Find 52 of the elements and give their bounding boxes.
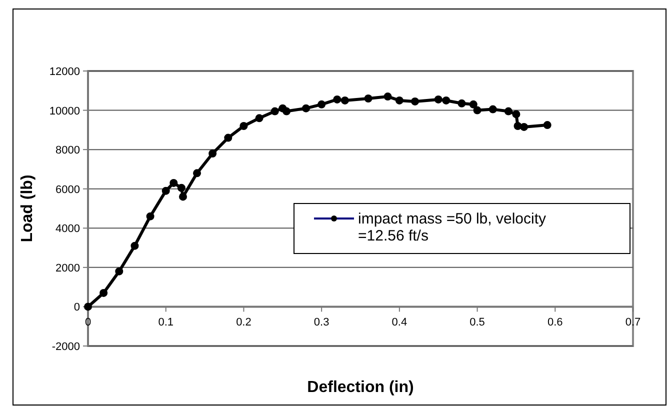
point: [162, 186, 170, 195]
x-tick-label: 0.5: [470, 316, 485, 329]
point: [100, 288, 108, 297]
point: [146, 212, 154, 220]
x-tick-label: 0.3: [314, 316, 330, 329]
point: [434, 95, 442, 104]
point: [282, 107, 291, 116]
point: [208, 150, 217, 158]
legend-label: impact mass =50 lb, velocity =12.56 ft/s: [358, 210, 546, 244]
point: [178, 192, 187, 201]
y-tick-label: 4000: [56, 223, 80, 236]
point: [504, 107, 512, 116]
point: [318, 100, 326, 108]
point: [442, 96, 450, 104]
point: [240, 122, 248, 130]
point: [115, 267, 124, 276]
point: [170, 178, 178, 187]
x-tick-label: 0.7: [625, 316, 641, 329]
point: [520, 122, 528, 131]
y-tick-label: 2000: [56, 262, 80, 274]
point: [543, 121, 552, 130]
point: [333, 95, 342, 104]
y-tick-label: 6000: [56, 184, 80, 196]
point: [411, 97, 419, 106]
point: [340, 96, 349, 104]
y-tick-label: 0: [74, 302, 80, 314]
x-tick-label: 0.1: [158, 316, 174, 329]
x-tick-label: 0.2: [236, 316, 252, 329]
point: [193, 169, 201, 178]
point: [473, 106, 482, 114]
point: [395, 96, 404, 104]
point: [488, 105, 497, 114]
point: [384, 92, 392, 101]
point: [224, 134, 232, 142]
x-tick-label: 0.6: [547, 316, 563, 329]
y-axis-title: Load (lb): [19, 174, 36, 242]
y-tick-label: 8000: [56, 144, 80, 157]
point: [177, 184, 186, 192]
y-tick-label: -2000: [52, 341, 80, 353]
point: [255, 114, 264, 122]
point: [270, 107, 279, 116]
y-tick-label: 12000: [49, 66, 80, 78]
y-tick-label: 10000: [49, 105, 80, 118]
x-axis-title: Deflection (in): [307, 379, 414, 396]
point: [302, 104, 310, 112]
x-tick-label: 0.4: [392, 316, 408, 329]
x-tick-label: 0: [84, 316, 92, 329]
point: [458, 99, 466, 108]
point: [469, 100, 478, 108]
point: [130, 242, 139, 250]
point: [364, 94, 372, 102]
point: [512, 110, 520, 118]
